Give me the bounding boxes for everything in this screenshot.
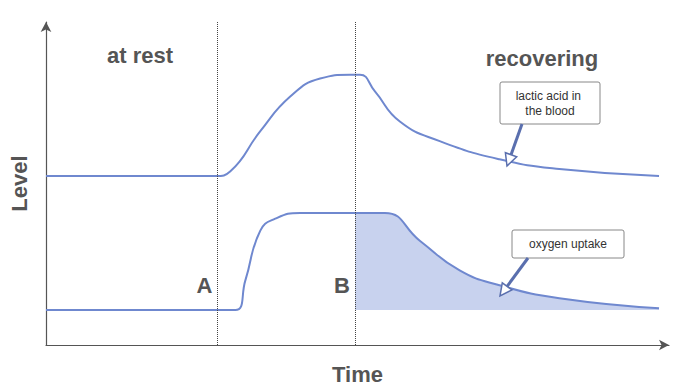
svg-text:B: B	[334, 273, 350, 298]
svg-text:A: A	[196, 273, 212, 298]
svg-text:Time: Time	[332, 362, 383, 387]
svg-text:recovering: recovering	[486, 46, 599, 71]
svg-text:the blood: the blood	[525, 104, 574, 118]
svg-text:at rest: at rest	[107, 43, 174, 68]
svg-text:lactic acid in: lactic acid in	[516, 89, 585, 103]
svg-text:Level: Level	[7, 155, 32, 211]
svg-text:oxygen uptake: oxygen uptake	[529, 237, 607, 251]
